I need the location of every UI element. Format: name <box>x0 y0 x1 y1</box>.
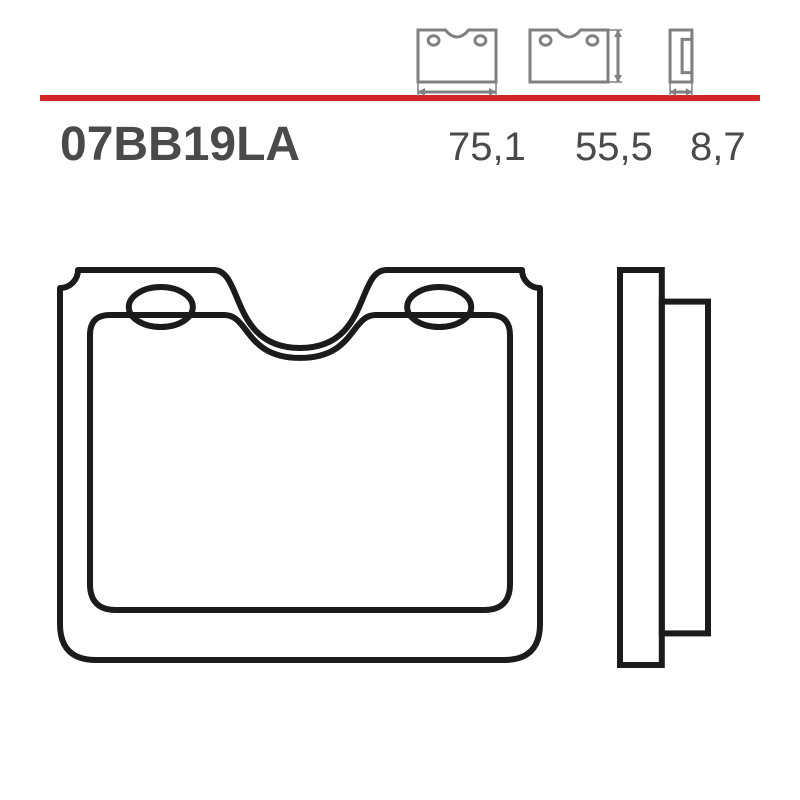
spec-svg: 07BB19LA 75,1 55,5 8,7 <box>0 0 800 800</box>
dim-height: 55,5 <box>575 125 653 169</box>
brake-pad-side-view <box>620 270 708 665</box>
header-pad-icon <box>418 30 496 96</box>
dim-thickness: 8,7 <box>690 125 746 169</box>
header-pad-icon <box>530 30 622 82</box>
spec-sheet: 07BB19LA 75,1 55,5 8,7 <box>0 0 800 800</box>
dim-width: 75,1 <box>448 125 526 169</box>
header-pad-icon <box>670 30 692 96</box>
brake-pad-front-view <box>60 270 540 660</box>
product-code: 07BB19LA <box>60 118 300 171</box>
